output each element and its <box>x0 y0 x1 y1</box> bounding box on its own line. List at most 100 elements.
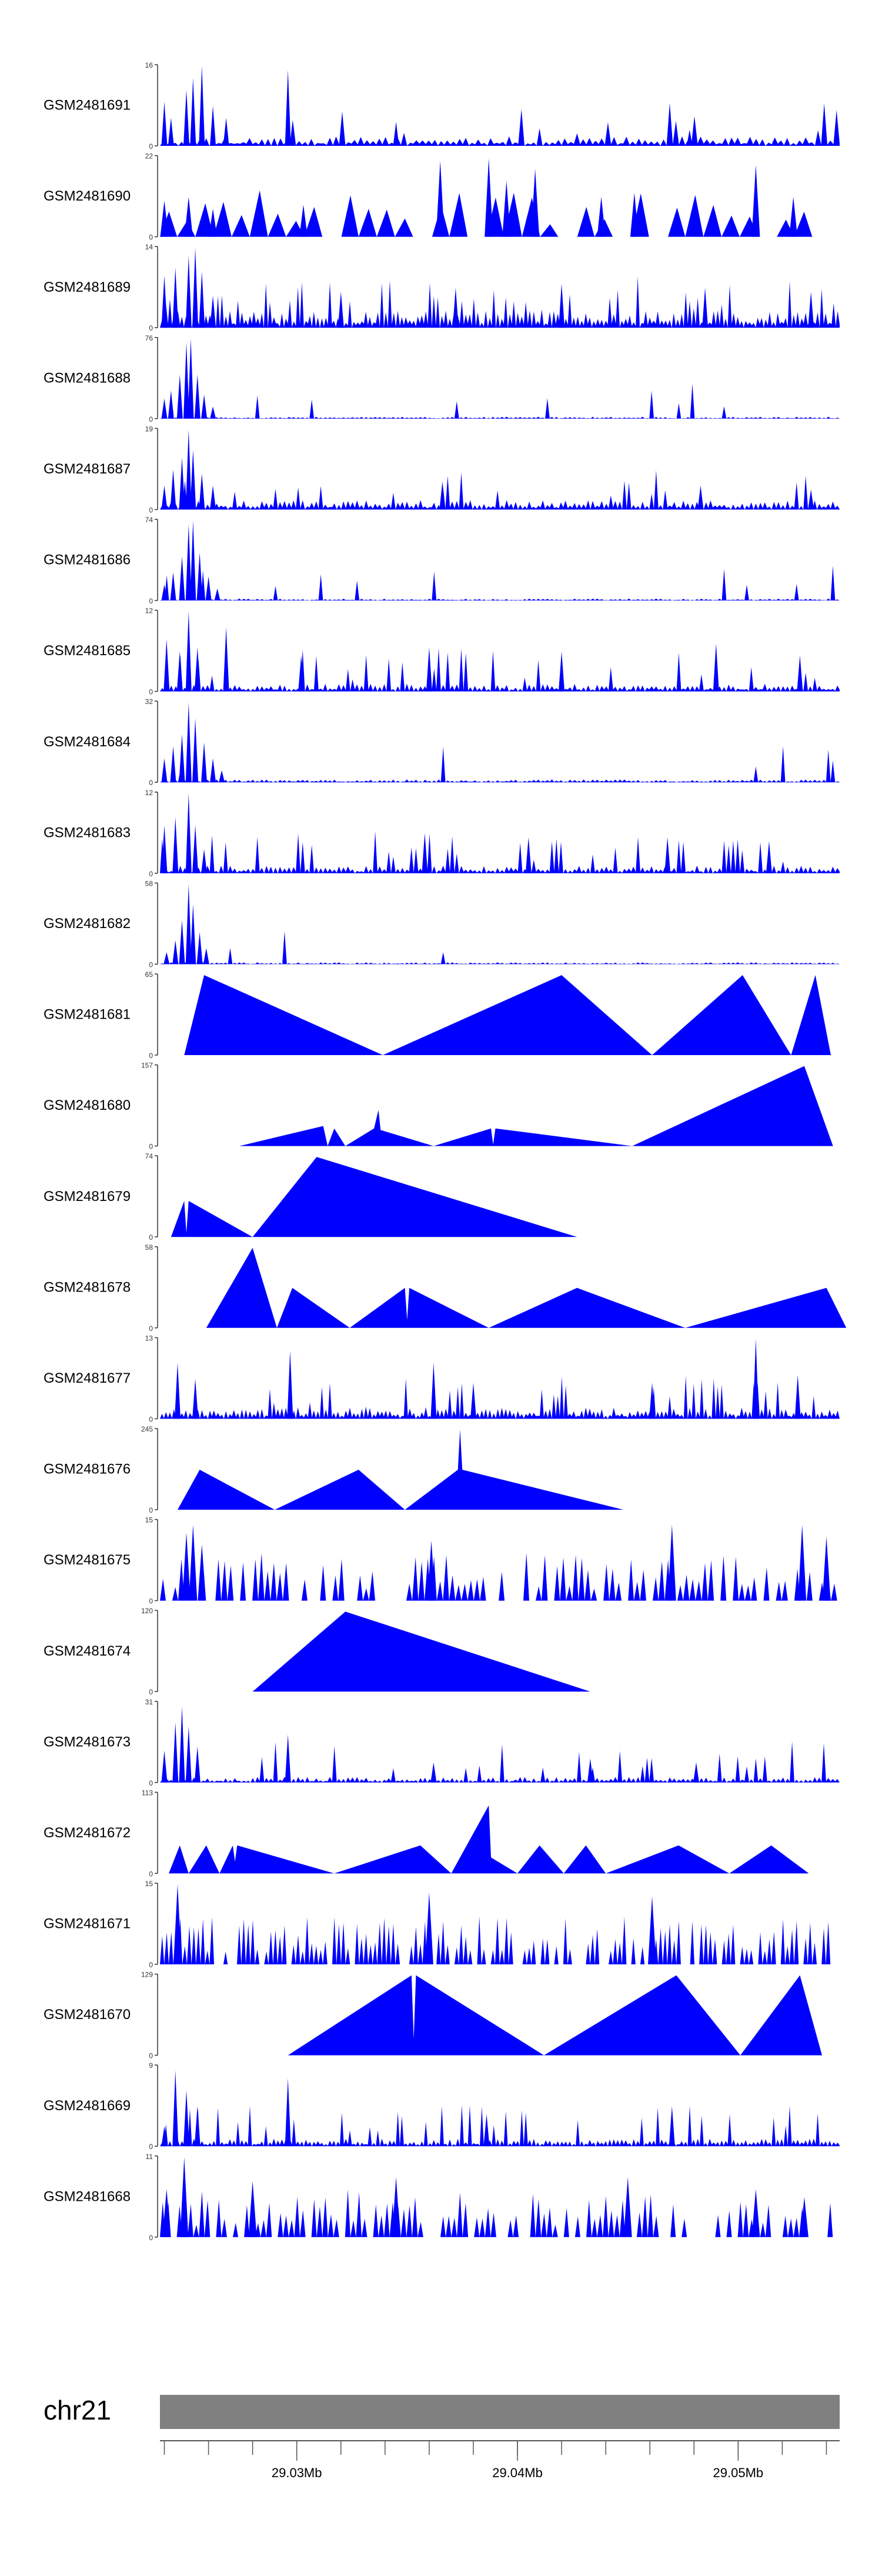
coverage-area <box>160 1916 840 1964</box>
coverage-peak <box>536 128 543 146</box>
track-label: GSM2481669 <box>44 2098 131 2114</box>
coverage-peak <box>223 118 229 146</box>
coverage-peak <box>822 1536 831 1601</box>
coverage-peak <box>170 572 176 600</box>
coverage-peak <box>194 1746 201 1783</box>
y-max-label: 58 <box>145 879 153 887</box>
y-max-label: 65 <box>145 970 153 979</box>
y-min-label: 0 <box>149 960 153 969</box>
y-min-label: 0 <box>149 1052 153 1060</box>
coverage-peak <box>427 1540 436 1601</box>
coverage-area <box>160 276 840 328</box>
track-GSM2481678: GSM2481678 58 0 <box>44 1243 847 1333</box>
coverage-peak <box>531 169 540 237</box>
track-GSM2481669: GSM2481669 9 0 <box>44 2061 840 2151</box>
coverage-peak <box>210 106 216 146</box>
y-min-label: 0 <box>149 870 153 878</box>
y-max-label: 74 <box>145 516 153 524</box>
coverage-area <box>288 1975 822 2056</box>
track-GSM2481679: GSM2481679 74 0 <box>44 1152 577 1242</box>
track-GSM2481686: GSM2481686 74 0 <box>44 516 840 605</box>
coverage-peak <box>161 485 168 510</box>
coverage-peak <box>697 485 704 510</box>
coverage-peak <box>196 932 203 965</box>
coverage-peak <box>162 2189 171 2237</box>
coverage-area <box>160 470 840 510</box>
coverage-peak <box>587 1759 593 1783</box>
coverage-peak <box>285 1734 291 1783</box>
track-label: GSM2481691 <box>44 98 131 114</box>
y-min-label: 0 <box>149 324 153 332</box>
track-GSM2481691: GSM2481691 16 0 <box>44 61 840 151</box>
coverage-peak <box>470 1383 476 1419</box>
track-GSM2481668: GSM2481668 11 0 <box>44 2153 833 2242</box>
y-min-label: 0 <box>149 1506 153 1514</box>
track-label: GSM2481688 <box>44 370 131 386</box>
y-max-label: 32 <box>145 698 153 706</box>
track-label: GSM2481680 <box>44 1097 131 1113</box>
track-GSM2481675: GSM2481675 15 0 <box>44 1516 838 1606</box>
coverage-peak <box>163 952 170 965</box>
y-max-label: 22 <box>145 152 153 161</box>
coverage-peak <box>597 196 606 237</box>
coverage-area <box>160 746 840 783</box>
coverage-peak <box>179 734 185 783</box>
coverage-peak <box>285 2078 291 2147</box>
coverage-peak <box>179 1706 185 1783</box>
coverage-peak <box>298 655 305 692</box>
y-max-label: 15 <box>145 1880 153 1888</box>
coverage-peak <box>161 584 168 600</box>
coverage-peak <box>188 338 194 419</box>
chromosome-band <box>160 2395 840 2429</box>
y-min-label: 0 <box>149 1688 153 1696</box>
y-min-label: 0 <box>149 1143 153 1151</box>
coverage-peak <box>192 825 199 873</box>
coverage-peak <box>248 2181 257 2237</box>
track-GSM2481680: GSM2481680 157 0 <box>44 1062 833 1151</box>
coverage-peak <box>702 288 709 328</box>
coverage-peak <box>199 272 205 328</box>
coverage-peak <box>808 489 814 510</box>
coverage-peak <box>669 2106 675 2147</box>
track-GSM2481688: GSM2481688 76 0 <box>44 334 840 423</box>
axis-tick-label: 29.03Mb <box>272 2465 322 2480</box>
coverage-peak <box>184 196 193 237</box>
coverage-peak <box>172 2070 179 2147</box>
coverage-peak <box>192 1379 199 1419</box>
coverage-peak <box>205 576 212 600</box>
coverage-peak <box>161 825 168 873</box>
y-max-label: 19 <box>145 425 153 433</box>
coverage-peak <box>194 647 201 692</box>
coverage-peak <box>190 520 196 600</box>
track-label: GSM2481671 <box>44 1916 131 1932</box>
coverage-area <box>160 1376 840 1419</box>
coverage-peak <box>173 1884 182 1964</box>
coverage-peak <box>192 248 199 328</box>
y-max-label: 12 <box>145 607 153 615</box>
coverage-peak <box>185 611 192 692</box>
coverage-peak <box>185 524 192 600</box>
coverage-peak <box>766 841 772 873</box>
y-min-label: 0 <box>149 1233 153 1242</box>
coverage-area <box>160 103 840 146</box>
y-max-label: 74 <box>145 1152 153 1160</box>
coverage-peak <box>664 837 671 873</box>
coverage-peak <box>210 485 216 510</box>
coverage-area <box>171 1157 577 1237</box>
coverage-peak <box>800 2197 808 2237</box>
track-GSM2481677: GSM2481677 13 0 <box>44 1334 840 1423</box>
coverage-peak <box>201 742 208 783</box>
y-max-label: 157 <box>141 1062 153 1070</box>
y-max-label: 16 <box>145 61 153 69</box>
ideogram: chr21 <box>44 2395 840 2429</box>
coverage-peak <box>199 66 205 146</box>
axis-tick-label: 29.05Mb <box>713 2465 764 2480</box>
track-label: GSM2481674 <box>44 1643 131 1659</box>
y-min-label: 0 <box>149 1961 153 1969</box>
coverage-peak <box>175 1363 181 1419</box>
coverage-peak <box>161 275 168 328</box>
track-label: GSM2481672 <box>44 1825 131 1841</box>
track-GSM2481681: GSM2481681 65 0 <box>44 970 831 1060</box>
track-label: GSM2481687 <box>44 461 131 477</box>
